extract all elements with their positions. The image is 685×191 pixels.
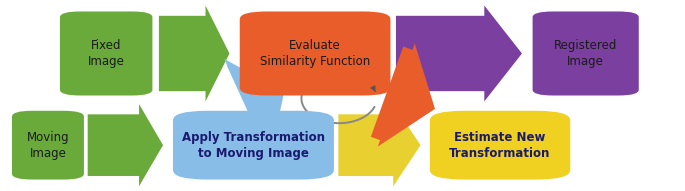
FancyBboxPatch shape xyxy=(60,11,152,96)
Text: Moving
Image: Moving Image xyxy=(27,131,69,160)
FancyBboxPatch shape xyxy=(533,11,638,96)
Polygon shape xyxy=(224,59,284,159)
Text: Registered
Image: Registered Image xyxy=(554,39,617,68)
FancyBboxPatch shape xyxy=(173,111,334,180)
Text: Fixed
Image: Fixed Image xyxy=(88,39,125,68)
Polygon shape xyxy=(159,6,229,101)
Polygon shape xyxy=(88,104,163,186)
Polygon shape xyxy=(338,104,421,186)
FancyBboxPatch shape xyxy=(430,111,570,180)
Polygon shape xyxy=(396,6,522,101)
Text: Evaluate
Similarity Function: Evaluate Similarity Function xyxy=(260,39,370,68)
Text: Apply Transformation
to Moving Image: Apply Transformation to Moving Image xyxy=(182,131,325,160)
FancyBboxPatch shape xyxy=(12,111,84,180)
Text: Estimate New
Transformation: Estimate New Transformation xyxy=(449,131,551,160)
FancyBboxPatch shape xyxy=(240,11,390,96)
Polygon shape xyxy=(371,43,435,146)
